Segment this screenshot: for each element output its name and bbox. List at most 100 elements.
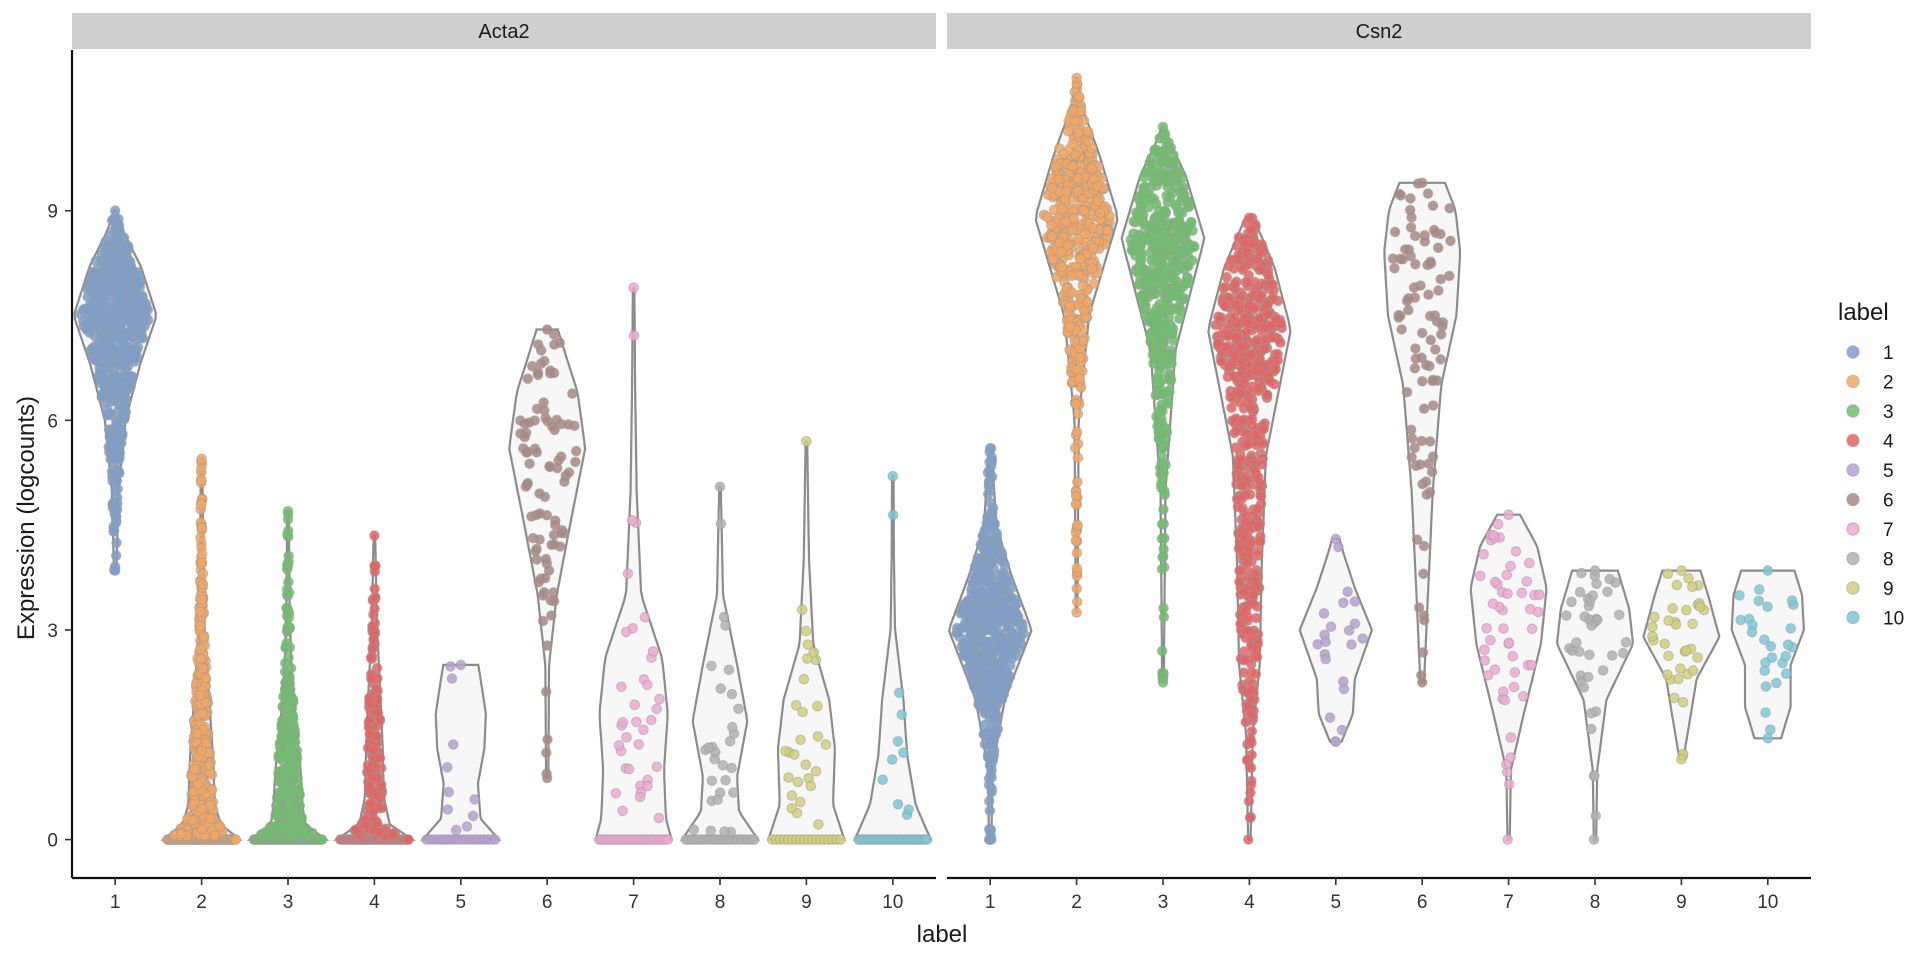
data-point [792, 776, 804, 788]
violin-group-7 [594, 282, 674, 845]
data-point [1223, 260, 1235, 272]
data-point [125, 381, 136, 393]
data-point [111, 345, 123, 357]
data-point [1424, 486, 1436, 498]
data-point [1237, 415, 1249, 426]
data-point [1242, 318, 1254, 330]
data-point [1006, 582, 1018, 594]
data-point [1157, 667, 1168, 679]
data-point [1604, 573, 1615, 585]
data-point [1047, 253, 1059, 265]
data-point [1671, 579, 1683, 591]
data-point [984, 795, 995, 807]
data-point [203, 760, 215, 771]
data-point [1259, 343, 1270, 355]
data-point [1072, 185, 1084, 197]
data-point [1212, 338, 1224, 349]
data-point [1135, 290, 1147, 302]
x-tick-label: 6 [1417, 892, 1428, 913]
violin-points [951, 443, 1030, 845]
data-point [1427, 400, 1439, 411]
data-point [1766, 652, 1778, 663]
data-point [639, 612, 651, 623]
data-point [541, 640, 553, 651]
data-point [786, 803, 798, 814]
data-point [1526, 623, 1538, 635]
violin-group-6 [1383, 177, 1461, 688]
data-point [1409, 363, 1421, 374]
data-point [1071, 72, 1082, 84]
data-point [1243, 834, 1254, 845]
data-point [964, 609, 975, 620]
data-point [986, 455, 997, 466]
data-point [282, 799, 294, 811]
data-point [445, 661, 456, 672]
data-point [1252, 545, 1263, 557]
violin-group-4 [1207, 212, 1292, 845]
data-point [1219, 300, 1231, 312]
data-point [1324, 712, 1336, 723]
data-point [1146, 332, 1158, 344]
data-point [1160, 175, 1172, 187]
legend-label: 1 [1883, 343, 1894, 364]
data-point [1072, 476, 1083, 488]
data-point [1586, 620, 1597, 631]
data-point [1585, 708, 1597, 719]
data-point [1154, 219, 1166, 230]
data-point [1047, 182, 1058, 194]
data-point [786, 790, 798, 801]
data-point [967, 675, 979, 687]
data-point [114, 323, 125, 334]
data-point [638, 724, 649, 736]
data-point [442, 762, 453, 773]
data-point [126, 316, 137, 328]
data-point [205, 813, 216, 824]
violin-shape [420, 663, 502, 841]
violin-group-8 [1556, 565, 1634, 845]
data-point [367, 643, 378, 655]
data-point [539, 405, 550, 416]
data-point [196, 463, 207, 475]
data-point [1070, 498, 1082, 510]
data-point [1158, 543, 1169, 555]
data-point [1082, 126, 1094, 137]
data-point [90, 353, 101, 364]
data-point [1349, 618, 1361, 630]
data-point [703, 742, 715, 753]
data-point [977, 588, 988, 600]
y-axis-title: Expression (logcounts) [13, 396, 40, 640]
data-point [1510, 546, 1522, 557]
data-point [109, 565, 121, 576]
data-point [959, 650, 970, 662]
legend-label: 9 [1883, 579, 1894, 600]
data-point [1256, 459, 1268, 470]
data-point [1156, 519, 1168, 530]
data-point [282, 505, 294, 517]
data-point [369, 530, 380, 541]
data-point [450, 824, 462, 836]
data-point [283, 702, 295, 713]
data-point [1229, 278, 1241, 290]
data-point [1148, 288, 1159, 299]
data-point [95, 369, 106, 381]
data-point [1056, 261, 1068, 273]
data-point [1613, 609, 1625, 621]
data-point [283, 612, 295, 624]
data-point [1071, 562, 1083, 574]
data-point [455, 659, 467, 671]
data-point [985, 769, 997, 781]
data-point [1069, 336, 1081, 347]
data-point [1064, 321, 1076, 332]
data-point [1433, 285, 1444, 296]
data-point [80, 318, 92, 330]
y-tick-label: 0 [47, 831, 58, 852]
data-point [1403, 304, 1414, 316]
data-point [1158, 611, 1170, 623]
data-point [1357, 633, 1368, 644]
data-point [96, 255, 107, 266]
data-point [316, 834, 328, 845]
data-point [1176, 225, 1188, 236]
data-point [723, 664, 735, 676]
data-point [1659, 638, 1671, 650]
